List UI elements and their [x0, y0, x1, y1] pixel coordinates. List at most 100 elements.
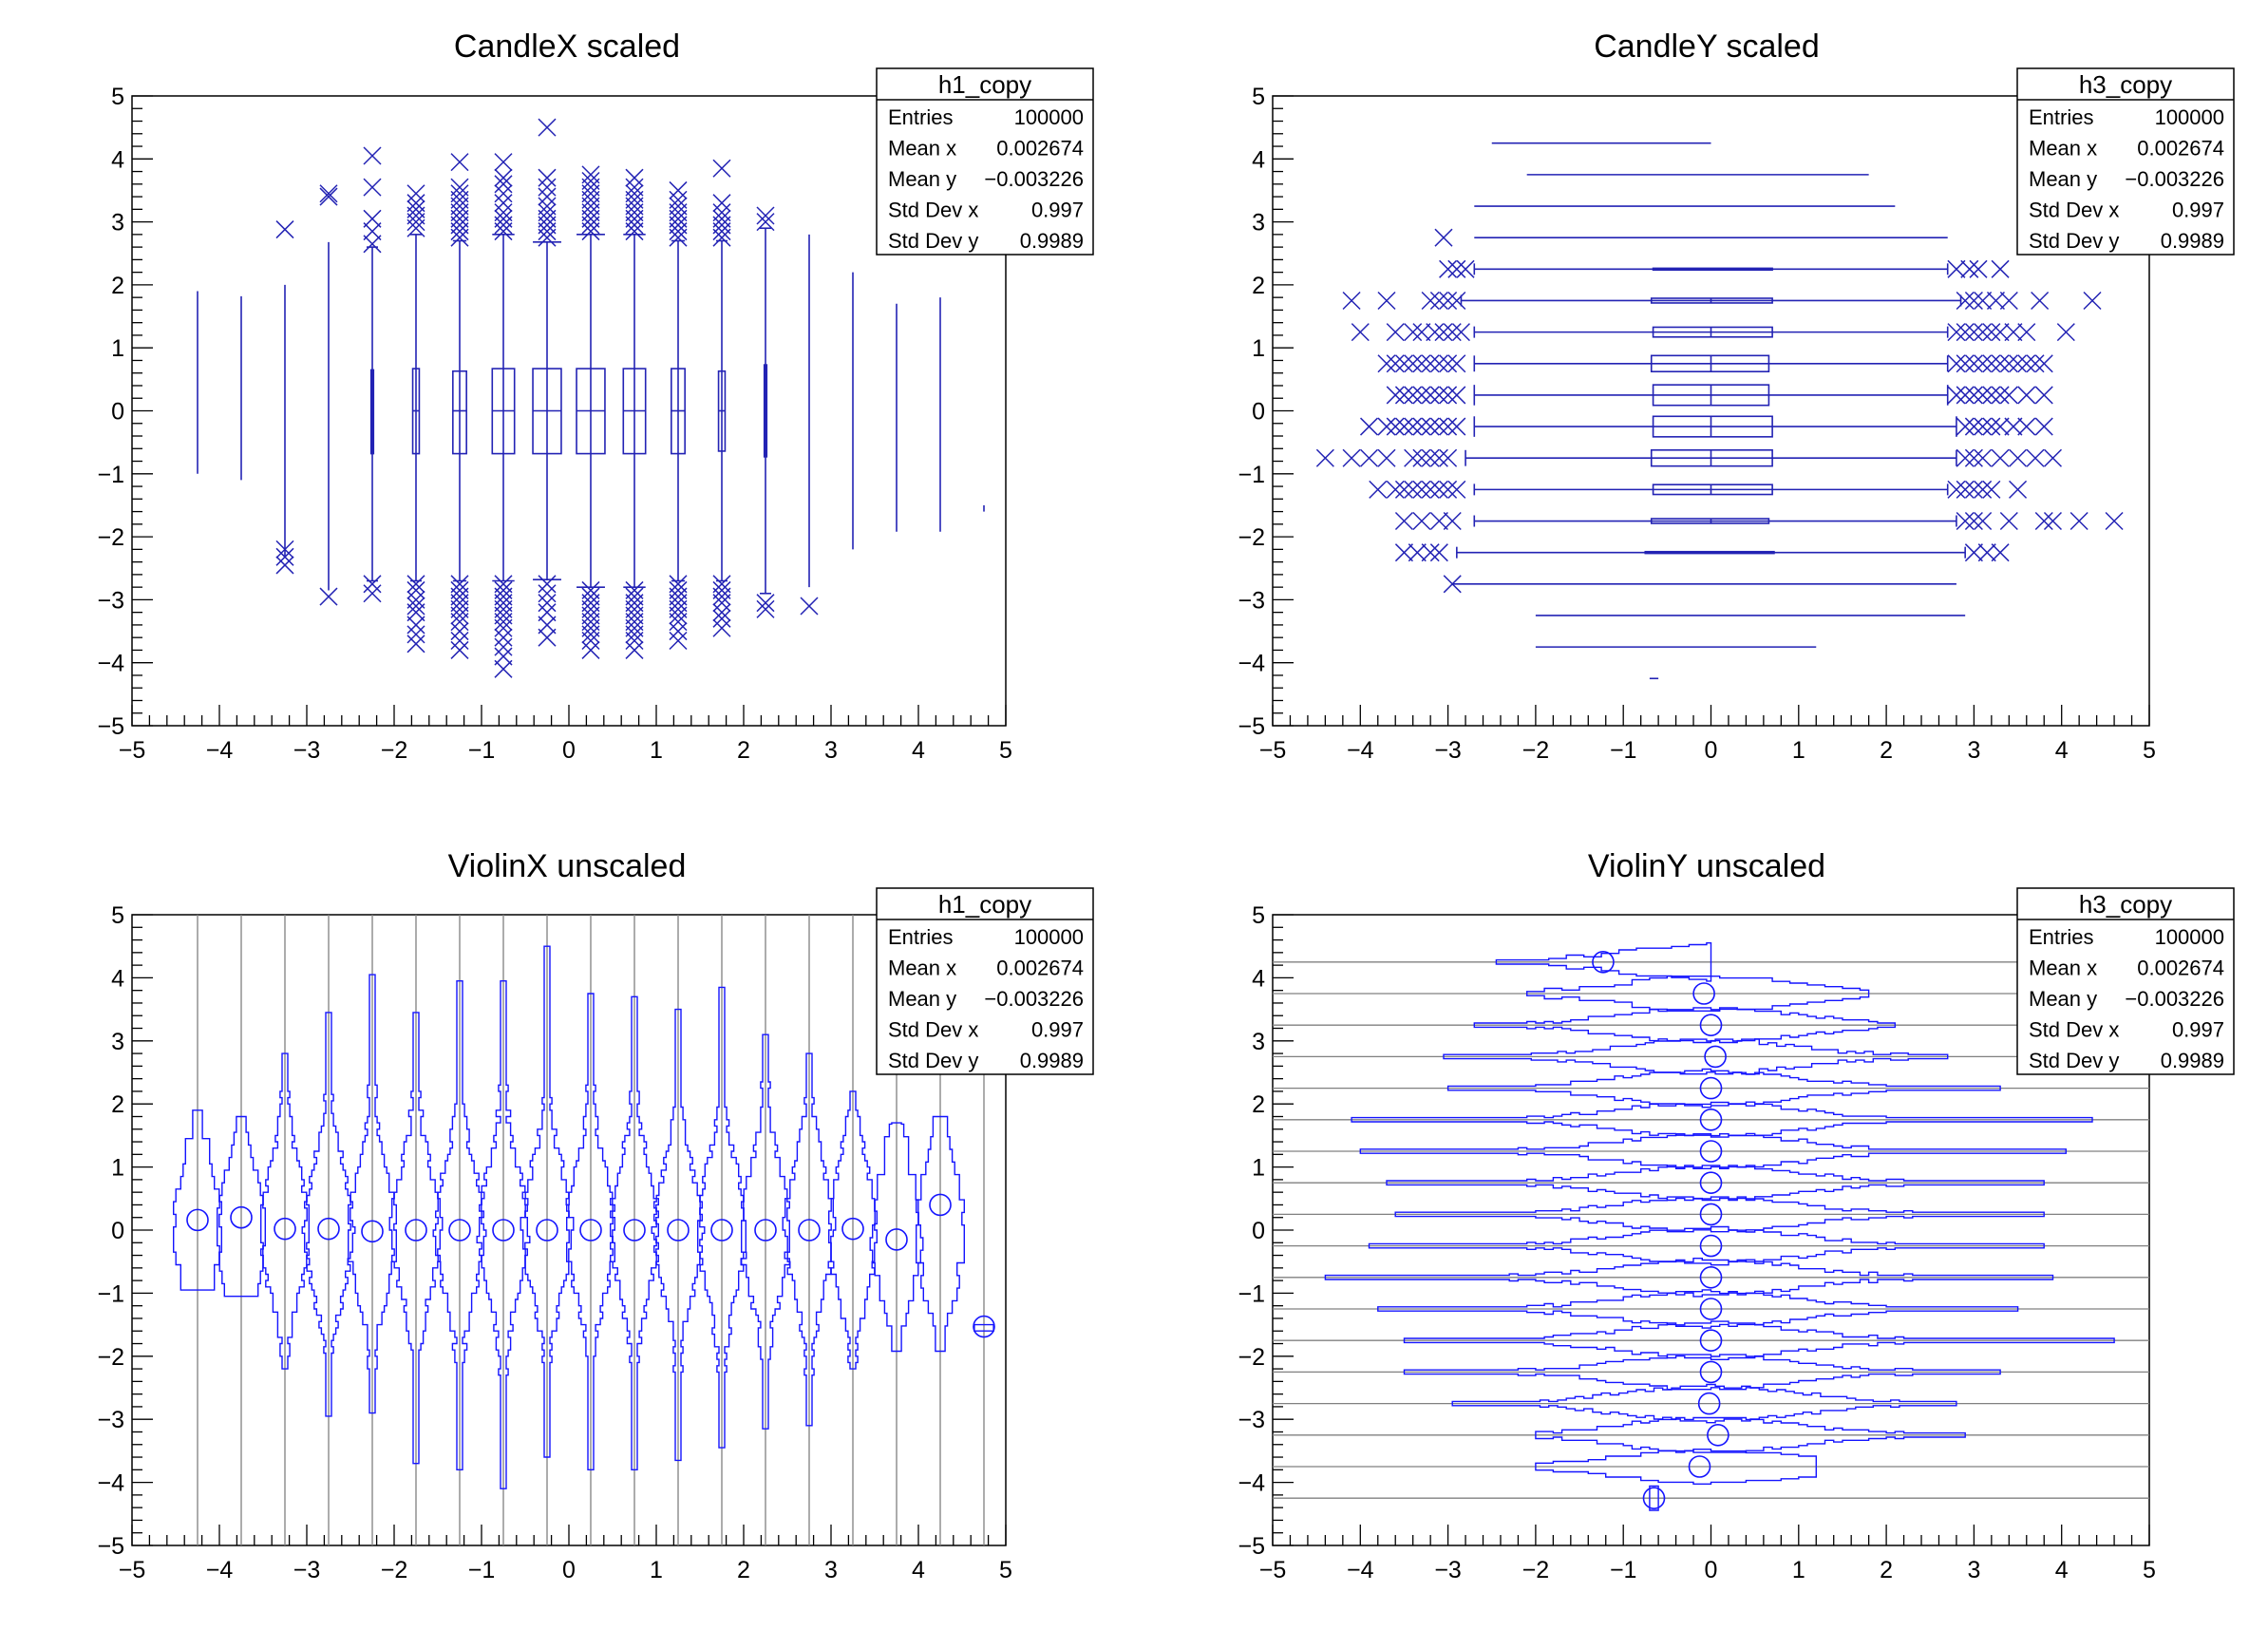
candle-outlier-marker [1956, 448, 1975, 467]
candle-box [1652, 415, 1773, 438]
violin [260, 915, 310, 1545]
y-tick-label: 0 [1252, 1218, 1265, 1244]
candle-outlier-marker [1377, 291, 1396, 311]
chart-panel-3: ViolinX unscaled −5 −4 −3 −2 −1 0 1 2 3 4 5 −5 −4 −3 −2… [97, 848, 1094, 1583]
y-tick-label: 2 [111, 1091, 124, 1118]
candle-outlier-marker [712, 594, 731, 613]
violin [566, 915, 615, 1545]
violin-outline [432, 979, 487, 1471]
violin [1273, 1132, 2149, 1170]
candle-outlier-marker [450, 631, 469, 651]
violin-outline [610, 995, 659, 1471]
candle-outlier-marker [625, 606, 644, 625]
candle-outlier-marker [581, 216, 600, 235]
candle-outlier-marker [1982, 386, 2001, 405]
violin-outline [172, 1109, 223, 1291]
candle-outlier-marker [275, 547, 294, 566]
chart-title: ViolinX unscaled [448, 848, 687, 884]
stats-label: Std Dev y [888, 229, 978, 253]
candle-outlier-marker [669, 203, 688, 222]
candle-outlier-marker [538, 187, 557, 206]
violin-median-marker [536, 1219, 558, 1241]
stats-value: 0.002674 [2137, 137, 2224, 161]
candle-outlier-marker [2056, 323, 2075, 342]
violin [1273, 1320, 2149, 1361]
violin [782, 915, 837, 1545]
x-tick-label: 0 [562, 737, 576, 764]
y-tick-label: −1 [97, 1280, 124, 1307]
candle-outlier-marker [669, 613, 688, 632]
candle-outlier-marker [450, 575, 469, 594]
y-tick-label: −5 [1238, 1533, 1265, 1560]
candle-outlier-marker [581, 209, 600, 228]
candle-outlier-marker [1342, 291, 1361, 311]
candle-outlier-marker [1404, 417, 1423, 436]
candle-outlier-marker [538, 168, 557, 187]
candle-outlier-marker [538, 209, 557, 228]
candle-outlier-marker [406, 194, 425, 213]
candle-outlier-marker [538, 628, 557, 647]
violin-outline [916, 1115, 965, 1353]
candle-outlier-marker [1991, 417, 2010, 436]
x-tick-label: −2 [381, 1557, 408, 1583]
candle-outlier-marker [669, 575, 688, 594]
candle-outlier-marker [581, 640, 600, 659]
x-tick-label: 1 [650, 737, 663, 764]
violin-median-marker [623, 1219, 646, 1241]
candle-outlier-marker [581, 178, 600, 197]
candle-box [1652, 267, 1773, 272]
violin-outline [697, 986, 747, 1449]
violin [476, 915, 531, 1545]
candle [756, 206, 775, 618]
x-tick-label: −2 [1522, 1557, 1550, 1583]
violin-outline [1649, 1485, 1659, 1511]
y-tick-label: −1 [1238, 462, 1265, 488]
candle-box [1652, 326, 1773, 338]
x-tick-label: −2 [1522, 737, 1550, 764]
violin-outline [1535, 1448, 1818, 1486]
candle [576, 165, 606, 659]
candle-outlier-marker [712, 222, 731, 241]
candle-outlier-marker [1451, 323, 1470, 342]
x-tick-label: 5 [2143, 737, 2156, 764]
candle-outlier-marker [538, 118, 557, 137]
candle-outlier-marker [1412, 386, 1431, 405]
y-tick-label: 1 [111, 1155, 124, 1182]
violin-outline [741, 1033, 790, 1430]
candle-outlier-marker [1964, 480, 1983, 499]
x-tick-label: 1 [650, 1557, 663, 1583]
y-tick-label: 4 [1252, 965, 1265, 992]
candle-outlier-marker [494, 637, 513, 656]
violin-outline [1451, 1383, 1957, 1424]
stats-label: Std Dev x [2029, 1018, 2119, 1042]
candle-outlier-marker [625, 190, 644, 209]
candle-outlier-marker [1386, 480, 1405, 499]
candle-outlier-marker [494, 175, 513, 194]
candle-outlier-marker [1412, 354, 1431, 373]
candle-outlier-marker [406, 603, 425, 622]
candle-outlier-marker [625, 618, 644, 637]
stats-label: Entries [2029, 105, 2093, 129]
candle-box [1650, 448, 1773, 467]
candle-outlier-marker [363, 178, 382, 197]
candle-outlier-marker [1960, 259, 1979, 278]
candle-outlier-marker [406, 597, 425, 616]
violin-median-marker [448, 1219, 471, 1241]
y-tick-label: −4 [97, 1470, 124, 1497]
candle-outlier-marker [1964, 448, 1983, 467]
x-tick-label: −1 [1610, 1557, 1637, 1583]
y-tick-label: 3 [1252, 1029, 1265, 1055]
y-tick-label: 1 [1252, 1155, 1265, 1182]
x-tick-label: 0 [1705, 1557, 1718, 1583]
candle-outlier-marker [1439, 386, 1458, 405]
stats-label: Std Dev y [888, 1049, 978, 1072]
stats-value: −0.003226 [2125, 987, 2224, 1011]
violin [432, 915, 487, 1545]
x-tick-label: 0 [1705, 737, 1718, 764]
candle-outlier-marker [538, 216, 557, 235]
candle-outlier-marker [1421, 354, 1440, 373]
candle-outlier-marker [450, 222, 469, 241]
stats-title: h1_copy [938, 70, 1031, 99]
candle-outlier-marker [1947, 386, 1966, 405]
candle-outlier-marker [625, 168, 644, 187]
